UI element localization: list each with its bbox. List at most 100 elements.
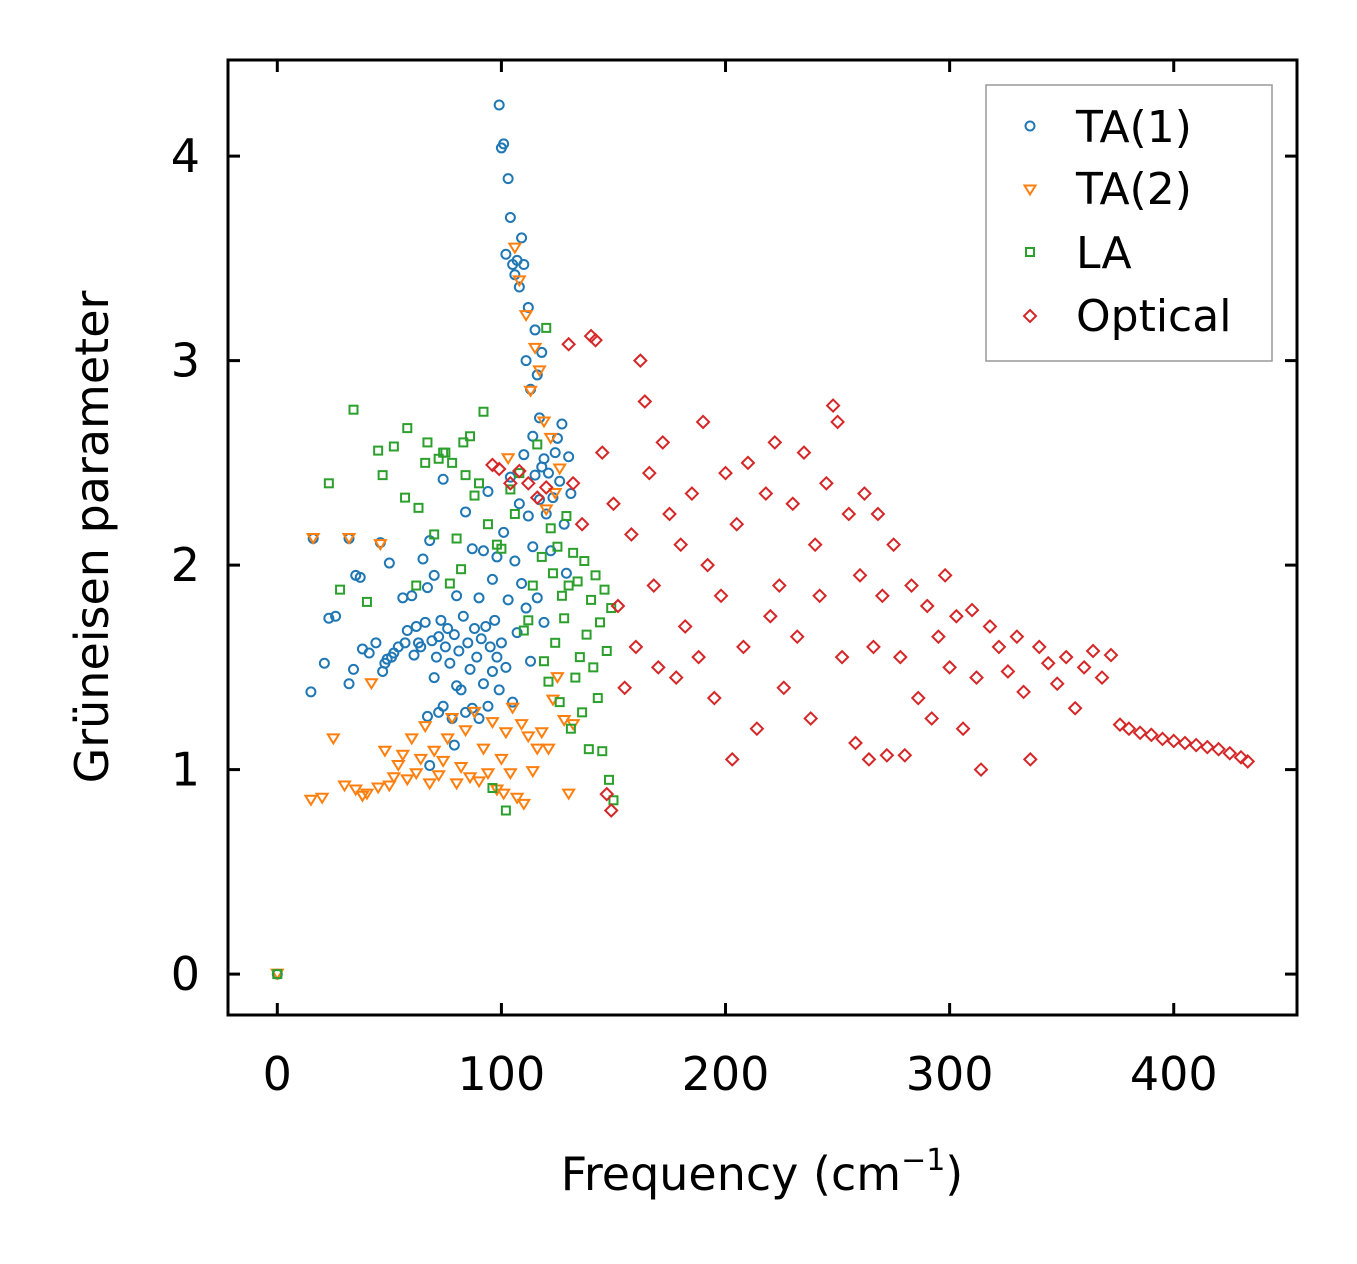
point-la-43 [543,676,554,687]
point-ta2-46 [509,792,525,805]
point-la-57 [574,652,585,663]
point-ta1-4 [323,612,335,624]
point-ta2-61 [543,432,559,445]
point-optical-42 [758,486,774,501]
point-ta1-55 [457,610,469,622]
point-la-22 [458,437,469,448]
point-ta1-86 [502,173,514,185]
point-ta2-52 [523,385,538,398]
point-optical-94 [1094,670,1110,685]
point-optical-30 [684,486,700,501]
point-optical-72 [924,711,940,726]
point-la-38 [527,580,538,591]
point-ta2-23 [422,778,437,791]
point-la-61 [583,744,594,755]
point-ta2-1 [303,794,319,807]
point-la-69 [601,645,612,656]
point-ta1-10 [354,571,366,583]
point-optical-105 [1211,741,1226,757]
legend-marker-ta2 [1022,184,1038,197]
point-la-10 [411,580,422,591]
point-ta1-76 [491,651,503,663]
point-ta1-118 [538,453,550,465]
point-ta2-41 [498,727,514,740]
point-optical-11 [588,332,603,348]
point-optical-52 [812,588,828,604]
point-la-56 [572,576,583,587]
point-optical-18 [623,527,639,542]
point-ta1-90 [507,696,519,708]
point-ta2-59 [538,504,554,517]
point-optical-25 [655,434,671,450]
point-optical-83 [1000,664,1016,679]
point-ta2-55 [529,743,545,756]
point-optical-20 [632,353,648,369]
point-ta2-26 [435,755,451,768]
point-ta1-27 [410,620,422,632]
axis-ticks: 0 100 200 300 400 0 1 2 3 4 [171,60,1297,1101]
point-optical-76 [948,608,964,624]
point-optical-8 [565,475,581,491]
point-la-72 [608,795,619,806]
point-optical-24 [650,659,666,675]
point-la-62 [586,594,597,605]
legend-label-ta2: TA(2) [1075,164,1192,215]
point-ta2-7 [348,784,364,797]
point-ta1-78 [493,99,505,111]
point-ta1-13 [370,637,382,649]
point-optical-80 [973,762,989,778]
point-la-8 [400,492,411,503]
point-la-12 [420,457,431,468]
point-ta2-67 [561,788,576,801]
point-ta1-93 [509,555,521,567]
point-la-36 [518,625,529,636]
point-optical-108 [1240,754,1256,769]
point-ta2-64 [550,672,565,684]
point-ta2-15 [386,772,402,785]
point-la-25 [469,490,480,501]
point-la-67 [597,746,608,757]
point-ta1-41 [433,631,445,643]
point-optical-62 [866,639,881,655]
point-optical-77 [955,721,971,737]
point-optical-96 [1112,717,1128,733]
point-optical-31 [691,649,707,665]
point-optical-85 [1016,684,1032,700]
x-tick-label-100: 100 [458,1047,546,1101]
point-optical-29 [677,619,693,634]
point-ta2-2 [305,533,321,545]
point-ta1-46 [442,623,454,635]
point-ta2-30 [453,762,469,774]
point-optical-81 [982,619,998,634]
point-ta2-19 [404,733,420,746]
point-la-0 [272,969,283,980]
point-ta1-42 [435,614,447,626]
point-la-24 [465,431,476,442]
point-optical-97 [1121,721,1137,737]
point-ta1-8 [348,663,360,675]
point-ta2-24 [426,745,442,758]
point-optical-47 [785,496,801,512]
point-ta2-27 [440,733,455,746]
point-optical-34 [706,690,722,706]
point-la-37 [523,615,534,626]
point-optical-71 [919,598,935,614]
point-ta1-58 [462,637,474,649]
point-ta1-102 [520,355,532,367]
point-optical-84 [1009,629,1025,645]
point-ta1-119 [538,616,550,628]
point-ta1-126 [554,475,566,487]
point-ta2-50 [518,310,534,323]
point-ta2-40 [496,788,511,801]
point-optical-75 [942,659,958,675]
point-optical-40 [740,455,756,471]
y-tick-label-4: 4 [171,129,200,183]
point-ta1-82 [498,138,510,150]
point-optical-89 [1049,676,1065,692]
point-optical-32 [695,414,711,430]
point-ta1-71 [482,485,494,497]
point-optical-58 [848,735,863,751]
y-tick-label-2: 2 [171,538,200,592]
point-optical-23 [646,578,662,593]
point-ta1-116 [536,346,548,358]
